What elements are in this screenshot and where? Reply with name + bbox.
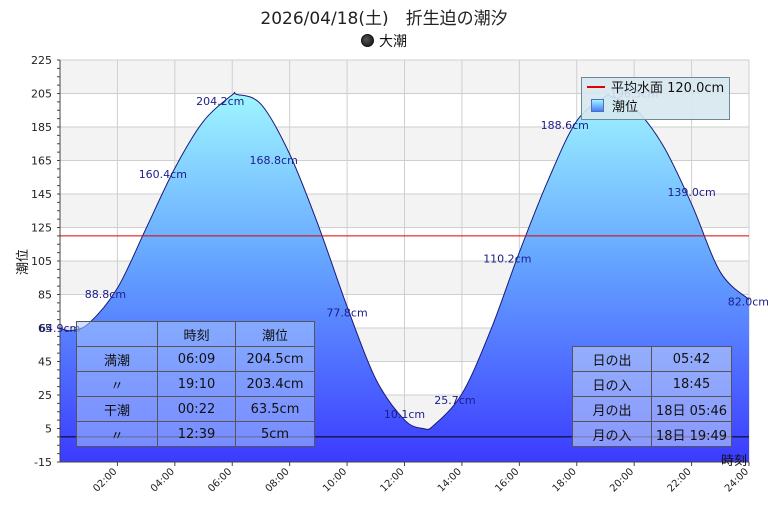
table-row: 干潮 00:22 63.5cm — [76, 396, 315, 422]
x-tick-label: 14:00 — [436, 466, 464, 494]
y-tick-label: 25 — [38, 389, 52, 402]
moon-phase-label: 大潮 — [379, 34, 407, 50]
table-cell: 05:42 — [651, 346, 732, 372]
table-cell: 63.5cm — [235, 396, 315, 422]
table-row: 月の入 18日 19:49 — [572, 421, 732, 447]
y-tick-label: 125 — [31, 222, 52, 235]
legend-item-mean-level: 平均水面 120.0cm — [587, 80, 724, 98]
y-axis-label: 潮位 — [16, 249, 31, 275]
table-cell: 〃 — [76, 421, 158, 447]
chart-title: 2026/04/18(土) 折生迫の潮汐 — [260, 9, 508, 29]
tide-swatch — [591, 99, 604, 112]
x-tick-labels: 02:00 04:00 06:00 08:00 10:00 12:00 14:00 16:00… — [91, 466, 751, 494]
data-label: 204.2cm — [196, 95, 244, 108]
x-tick-label: 06:00 — [206, 466, 234, 494]
y-tick-label: 85 — [38, 289, 52, 302]
data-label: 82.0cm — [728, 296, 768, 309]
x-tick-label: 10:00 — [321, 466, 349, 494]
legend: 平均水面 120.0cm 潮位 — [581, 77, 730, 120]
x-tick-label: 18:00 — [551, 466, 579, 494]
table-cell: 月の出 — [572, 396, 652, 422]
table-cell: 18日 05:46 — [651, 396, 732, 422]
mean-level-swatch — [587, 86, 605, 88]
y-tick-label: 205 — [31, 88, 52, 101]
data-label: 160.4cm — [139, 168, 187, 181]
x-tick-label: 02:00 — [91, 466, 119, 494]
y-tick-label: 225 — [31, 54, 52, 67]
x-tick-label: 20:00 — [608, 466, 636, 494]
data-label: 77.8cm — [326, 307, 367, 320]
y-tick-label: 165 — [31, 155, 52, 168]
table-cell: 月の入 — [572, 421, 652, 447]
data-label: 64.9cm — [39, 322, 80, 335]
moon-phase: 大潮 — [0, 31, 768, 51]
legend-tide-label: 潮位 — [612, 100, 639, 115]
table-header-row: 時刻 潮位 — [76, 321, 315, 347]
x-tick-label: 04:00 — [149, 466, 177, 494]
table-cell: 12:39 — [157, 421, 236, 447]
table-cell: 干潮 — [76, 396, 158, 422]
y-tick-label: 185 — [31, 121, 52, 134]
table-row: 〃 12:39 5cm — [76, 421, 315, 447]
y-tick-label: -15 — [34, 456, 52, 469]
table-row: 日の出 05:42 — [572, 346, 732, 372]
sun-moon-table: 日の出 05:42 日の入 18:45 月の出 18日 05:46 月の入 18… — [572, 346, 732, 447]
x-tick-label: 24:00 — [723, 466, 751, 494]
legend-item-tide: 潮位 — [587, 99, 638, 117]
x-tick-label: 08:00 — [264, 466, 292, 494]
table-cell: 00:22 — [157, 396, 236, 422]
data-label: 110.2cm — [483, 252, 531, 265]
table-row: 日の入 18:45 — [572, 371, 732, 397]
x-tick-label: 16:00 — [493, 466, 521, 494]
axes — [57, 59, 750, 466]
y-tick-labels: -15 5 25 45 65 85 105 125 145 165 185 205 225 — [31, 54, 52, 469]
table-cell: 203.4cm — [235, 371, 315, 397]
data-label: 139.0cm — [667, 186, 715, 199]
x-tick-label: 22:00 — [666, 466, 694, 494]
data-label: 188.6cm — [541, 119, 589, 132]
table-row: 満潮 06:09 204.5cm — [76, 346, 315, 372]
data-label: 168.8cm — [250, 154, 298, 167]
table-cell: 18日 19:49 — [651, 421, 732, 447]
table-header-cell — [76, 321, 158, 347]
table-cell: 5cm — [235, 421, 315, 447]
y-tick-label: 145 — [31, 188, 52, 201]
legend-mean-level-label: 平均水面 120.0cm — [611, 81, 725, 96]
table-cell: 204.5cm — [235, 346, 315, 372]
table-cell: 19:10 — [157, 371, 236, 397]
table-cell: 日の出 — [572, 346, 652, 372]
table-cell: 満潮 — [76, 346, 158, 372]
x-tick-label: 12:00 — [378, 466, 406, 494]
moon-icon — [361, 34, 374, 47]
y-tick-label: 45 — [38, 356, 52, 369]
data-label: 10.1cm — [384, 408, 425, 421]
data-label: 25.7cm — [434, 394, 475, 407]
y-tick-label: 5 — [45, 423, 52, 436]
table-row: 月の出 18日 05:46 — [572, 396, 732, 422]
table-cell: 18:45 — [651, 371, 732, 397]
table-row: 〃 19:10 203.4cm — [76, 371, 315, 397]
high-low-tide-table: 時刻 潮位 満潮 06:09 204.5cm 〃 19:10 203.4cm 干… — [76, 321, 315, 447]
y-tick-label: 65 — [38, 322, 52, 335]
table-cell: 〃 — [76, 371, 158, 397]
table-cell: 日の入 — [572, 371, 652, 397]
table-header-cell: 時刻 — [157, 321, 236, 347]
table-header-cell: 潮位 — [235, 321, 315, 347]
table-cell: 06:09 — [157, 346, 236, 372]
y-tick-label: 105 — [31, 255, 52, 268]
data-label: 88.8cm — [85, 288, 126, 301]
x-axis-label: 時刻 — [721, 454, 747, 469]
